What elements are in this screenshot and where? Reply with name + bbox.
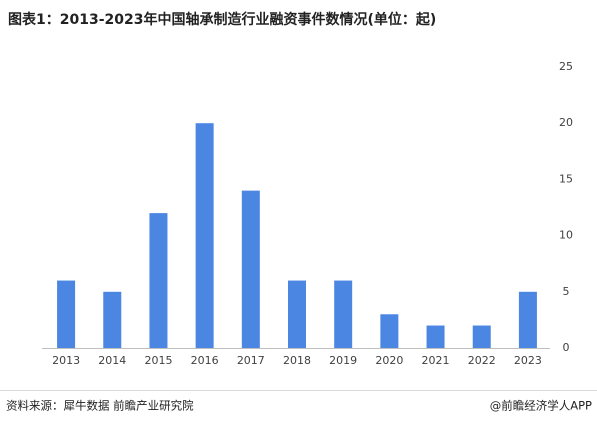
bar [426,325,445,348]
chart-title: 图表1：2013-2023年中国轴承制造行业融资事件数情况(单位：起) [8,11,436,28]
bar [103,291,122,348]
y-tick-label: 25 [559,60,573,73]
bar [380,314,399,348]
y-tick-label: 5 [563,285,570,298]
bar [57,280,76,348]
bar [195,123,214,348]
credit: @前瞻经济学人APP [490,399,592,413]
x-tick-label: 2018 [283,354,311,367]
y-tick-label: 15 [559,172,573,185]
y-tick-label: 20 [559,116,573,129]
x-tick-label: 2021 [422,354,450,367]
bar [149,213,168,348]
bar [472,325,491,348]
source: 资料来源：犀牛数据 前瞻产业研究院 [6,399,194,413]
bar [518,291,537,348]
x-tick-label: 2020 [375,354,403,367]
x-tick-label: 2013 [52,354,80,367]
x-tick-label: 2016 [191,354,219,367]
x-tick-label: 2017 [237,354,265,367]
y-tick-label: 0 [563,341,570,354]
x-tick-label: 2019 [329,354,357,367]
bar [241,190,260,348]
x-tick-label: 2023 [514,354,542,367]
bar [334,280,353,348]
x-tick-label: 2014 [98,354,126,367]
y-tick-label: 10 [559,229,573,242]
x-tick-label: 2015 [144,354,172,367]
x-tick-label: 2022 [468,354,496,367]
bar [288,280,306,348]
